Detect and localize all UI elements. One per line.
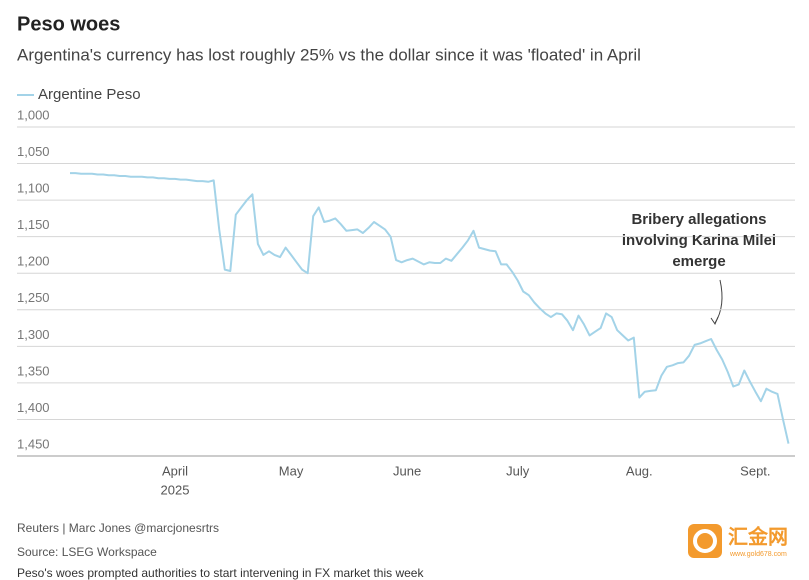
line (70, 172, 790, 444)
legend-label: Argentine Peso (38, 86, 141, 103)
x-tick-label: May (279, 463, 304, 478)
x-tick-label: July (506, 463, 530, 478)
y-tick-label: 1,450 (17, 436, 50, 451)
y-tick-label: 1,200 (17, 254, 50, 269)
x-year-label: 2025 (161, 482, 190, 497)
x-tick-label: Sept. (740, 463, 770, 478)
y-tick-label: 1,300 (17, 327, 50, 342)
y-tick-label: 1,150 (17, 217, 50, 232)
watermark-url: www.gold678.com (729, 551, 787, 558)
annotation: Bribery allegations (631, 211, 766, 228)
watermark-logo (688, 524, 722, 558)
y-tick-label: 1,000 (17, 107, 50, 122)
x-tick-label: Aug. (626, 463, 653, 478)
annotation: emerge (672, 253, 725, 270)
y-tick-label: 1,400 (17, 400, 50, 415)
x-tick-label: April (162, 463, 188, 478)
y-tick-label: 1,100 (17, 181, 50, 196)
chart-subtitle: Argentina's currency has lost roughly 25… (17, 45, 641, 64)
annotation-arrowhead (710, 316, 719, 326)
note: Peso's woes prompted authorities to star… (17, 566, 424, 580)
annotation: involving Karina Milei (622, 232, 776, 249)
annotation-arrow (714, 279, 723, 324)
y-tick-label: 1,350 (17, 363, 50, 378)
watermark-name: 汇金网 (728, 524, 788, 548)
y-tick-label: 1,250 (17, 290, 50, 305)
y-tick-label: 1,050 (17, 144, 50, 159)
credit: Reuters | Marc Jones @marcjonesrtrs (17, 521, 219, 535)
x-tick-label: June (393, 463, 421, 478)
chart-title: Peso woes (17, 13, 120, 35)
source: Source: LSEG Workspace (17, 545, 157, 559)
watermark-logo-ring (693, 529, 717, 553)
